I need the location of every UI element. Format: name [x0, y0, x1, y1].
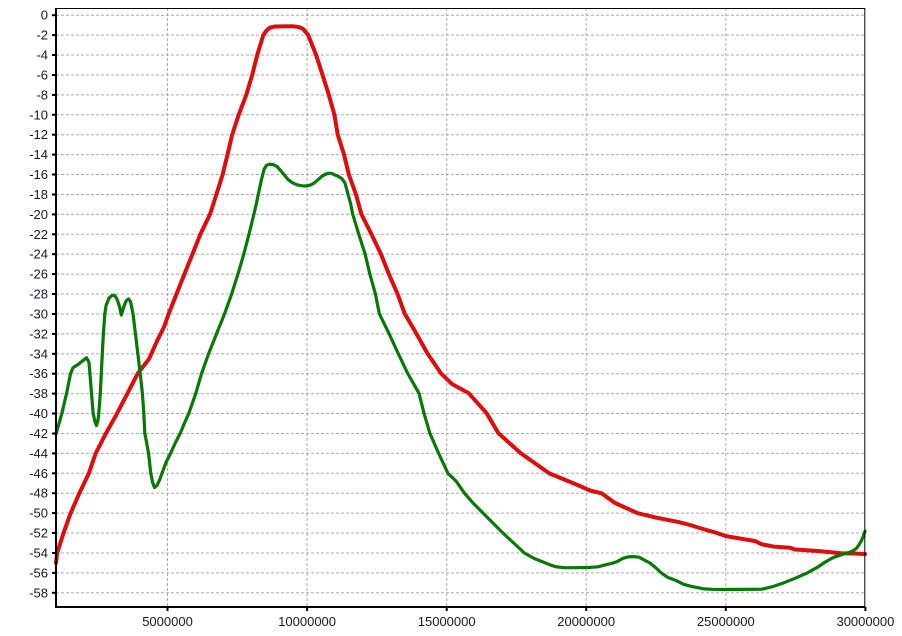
svg-text:-38: -38	[29, 386, 48, 401]
svg-text:-22: -22	[29, 227, 48, 242]
svg-text:-54: -54	[29, 546, 48, 561]
svg-text:0: 0	[41, 8, 48, 23]
svg-text:-12: -12	[29, 127, 48, 142]
svg-text:-40: -40	[29, 406, 48, 421]
svg-text:25000000: 25000000	[697, 614, 755, 629]
svg-text:-50: -50	[29, 506, 48, 521]
svg-text:-14: -14	[29, 147, 48, 162]
svg-text:-2: -2	[36, 28, 48, 43]
svg-text:5000000: 5000000	[142, 614, 193, 629]
svg-text:-32: -32	[29, 326, 48, 341]
svg-text:10000000: 10000000	[278, 614, 336, 629]
svg-text:-36: -36	[29, 366, 48, 381]
svg-text:20000000: 20000000	[557, 614, 615, 629]
svg-text:-30: -30	[29, 307, 48, 322]
svg-text:-52: -52	[29, 526, 48, 541]
svg-text:-4: -4	[36, 48, 48, 63]
svg-text:-10: -10	[29, 107, 48, 122]
svg-text:-6: -6	[36, 68, 48, 83]
svg-text:-56: -56	[29, 565, 48, 580]
svg-text:-58: -58	[29, 585, 48, 600]
svg-text:-46: -46	[29, 466, 48, 481]
svg-text:-48: -48	[29, 486, 48, 501]
svg-text:-42: -42	[29, 426, 48, 441]
svg-text:15000000: 15000000	[418, 614, 476, 629]
svg-text:-20: -20	[29, 207, 48, 222]
svg-text:-28: -28	[29, 287, 48, 302]
svg-text:-18: -18	[29, 187, 48, 202]
svg-text:-16: -16	[29, 167, 48, 182]
svg-text:30000000: 30000000	[836, 614, 894, 629]
svg-text:-8: -8	[36, 87, 48, 102]
svg-text:-34: -34	[29, 346, 48, 361]
svg-text:-44: -44	[29, 446, 48, 461]
svg-text:-24: -24	[29, 247, 48, 262]
svg-text:-26: -26	[29, 267, 48, 282]
